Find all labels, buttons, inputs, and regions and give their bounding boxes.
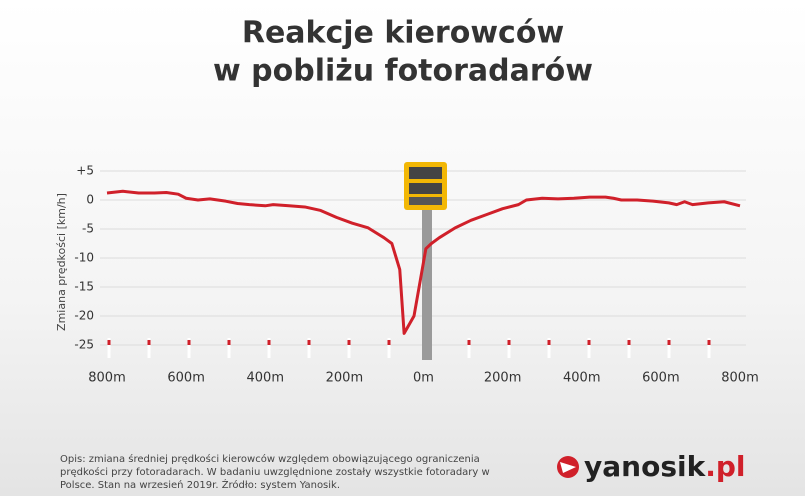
y-tick-label: +5: [76, 164, 94, 178]
x-tick-label: 800m: [721, 371, 758, 386]
x-tick-label: 600m: [167, 371, 204, 386]
road-post: [307, 338, 311, 358]
footnote: Opis: zmiana średniej prędkości kierowcó…: [60, 453, 480, 465]
road-post-stripe: [627, 340, 631, 345]
road-post-stripe: [187, 340, 191, 345]
road-post-stripe: [147, 340, 151, 345]
road-post-stripe: [387, 340, 391, 345]
road-post: [667, 338, 671, 358]
data-line: [106, 189, 741, 335]
road-post: [507, 338, 511, 358]
road-post: [107, 338, 111, 358]
footnote: Polsce. Stan na wrzesień 2019r. Źródło: …: [60, 478, 340, 491]
road-post: [707, 338, 711, 358]
road-post-stripe: [347, 340, 351, 345]
y-tick-label: -20: [74, 309, 94, 323]
road-post-stripe: [267, 340, 271, 345]
road-post: [187, 338, 191, 358]
road-post: [267, 338, 271, 358]
speed-camera: [404, 162, 447, 360]
x-tick-label: 200m: [484, 371, 521, 386]
y-tick-label: -10: [74, 251, 94, 265]
x-tick-label: 600m: [642, 371, 679, 386]
road-post-stripe: [507, 340, 511, 345]
y-tick-label: 0: [86, 193, 94, 207]
y-tick-label: -5: [82, 222, 94, 236]
road-post: [587, 338, 591, 358]
road-post-stripe: [107, 340, 111, 345]
road-post: [147, 338, 151, 358]
road-post: [227, 338, 231, 358]
road-post-stripe: [227, 340, 231, 345]
road-post-stripe: [667, 340, 671, 345]
chart-title: Reakcje kierowców: [242, 16, 564, 51]
y-axis-label: Zmiana prędkości [km/h]: [55, 193, 68, 331]
road-post: [387, 338, 391, 358]
y-tick-label: -15: [74, 280, 94, 294]
x-tick-label: 0m: [413, 371, 434, 386]
road-post: [347, 338, 351, 358]
logo-text: yanosik.pl: [584, 450, 745, 483]
x-tick-label: 200m: [326, 371, 363, 386]
road-post-stripe: [707, 340, 711, 345]
road-post-stripe: [467, 340, 471, 345]
road-post-stripe: [547, 340, 551, 345]
road-post: [627, 338, 631, 358]
road-post: [467, 338, 471, 358]
x-tick-label: 800m: [88, 371, 125, 386]
y-tick-label: -25: [74, 338, 94, 352]
road-post-stripe: [307, 340, 311, 345]
x-tick-label: 400m: [247, 371, 284, 386]
road-post: [547, 338, 551, 358]
road-post-stripe: [587, 340, 591, 345]
logo: yanosik.pl: [557, 450, 745, 483]
x-tick-label: 400m: [563, 371, 600, 386]
footnote: prędkości przy fotoradarach. W badaniu u…: [60, 466, 490, 478]
chart-title: w pobliżu fotoradarów: [213, 54, 593, 89]
